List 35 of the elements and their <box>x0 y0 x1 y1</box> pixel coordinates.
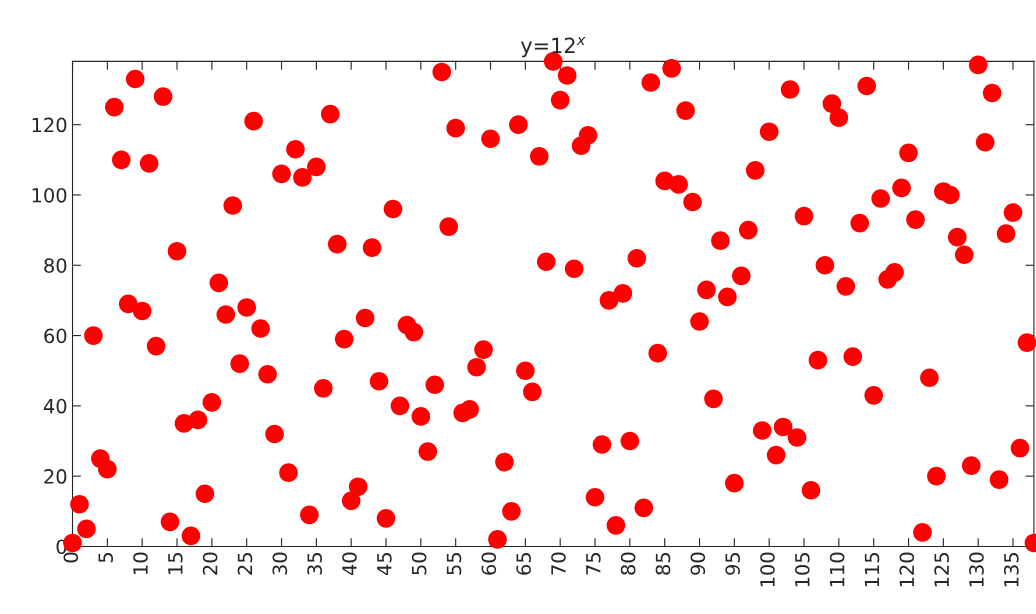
x-tick-label: 45 <box>377 553 392 576</box>
x-tick-label: 80 <box>620 552 636 575</box>
y-tick-label: 20 <box>44 469 67 484</box>
x-tick-label: 35 <box>307 553 322 575</box>
x-tick-label: 70 <box>551 552 566 575</box>
y-tick-label: 100 <box>32 187 67 203</box>
x-tick-label: 125 <box>934 553 949 587</box>
y-tick-label: 40 <box>43 398 67 414</box>
x-tick-label: 25 <box>237 553 253 575</box>
x-tick-label: 60 <box>481 552 497 575</box>
x-tick-label: 120 <box>899 552 915 587</box>
x-tick-label: 95 <box>725 553 740 575</box>
x-tick-label: 0 <box>63 552 79 563</box>
x-tick-label: 20 <box>202 552 218 575</box>
x-tick-label: 5 <box>98 553 113 563</box>
y-tick-label: 80 <box>44 258 67 273</box>
y-tick-label: 60 <box>44 328 67 344</box>
x-tick-label: 110 <box>829 552 845 587</box>
x-tick-label: 10 <box>133 552 148 574</box>
chart-title: y=12$^{x}$ <box>520 37 586 58</box>
x-tick-label: 135 <box>1003 553 1019 587</box>
x-tick-label: 15 <box>168 553 183 574</box>
x-tick-label: 90 <box>690 552 706 575</box>
x-tick-label: 85 <box>655 553 671 575</box>
x-tick-label: 105 <box>794 553 810 587</box>
x-tick-label: 100 <box>760 552 775 587</box>
x-tick-label: 65 <box>516 553 531 575</box>
x-tick-label: 55 <box>446 553 462 575</box>
x-tick-label: 40 <box>342 552 357 576</box>
x-tick-label: 30 <box>272 552 288 575</box>
x-tick-label: 50 <box>411 552 427 575</box>
x-tick-label: 130 <box>969 552 984 587</box>
y-tick-label: 120 <box>32 117 67 133</box>
x-tick-label: 75 <box>586 553 601 575</box>
x-tick-label: 115 <box>864 553 880 587</box>
